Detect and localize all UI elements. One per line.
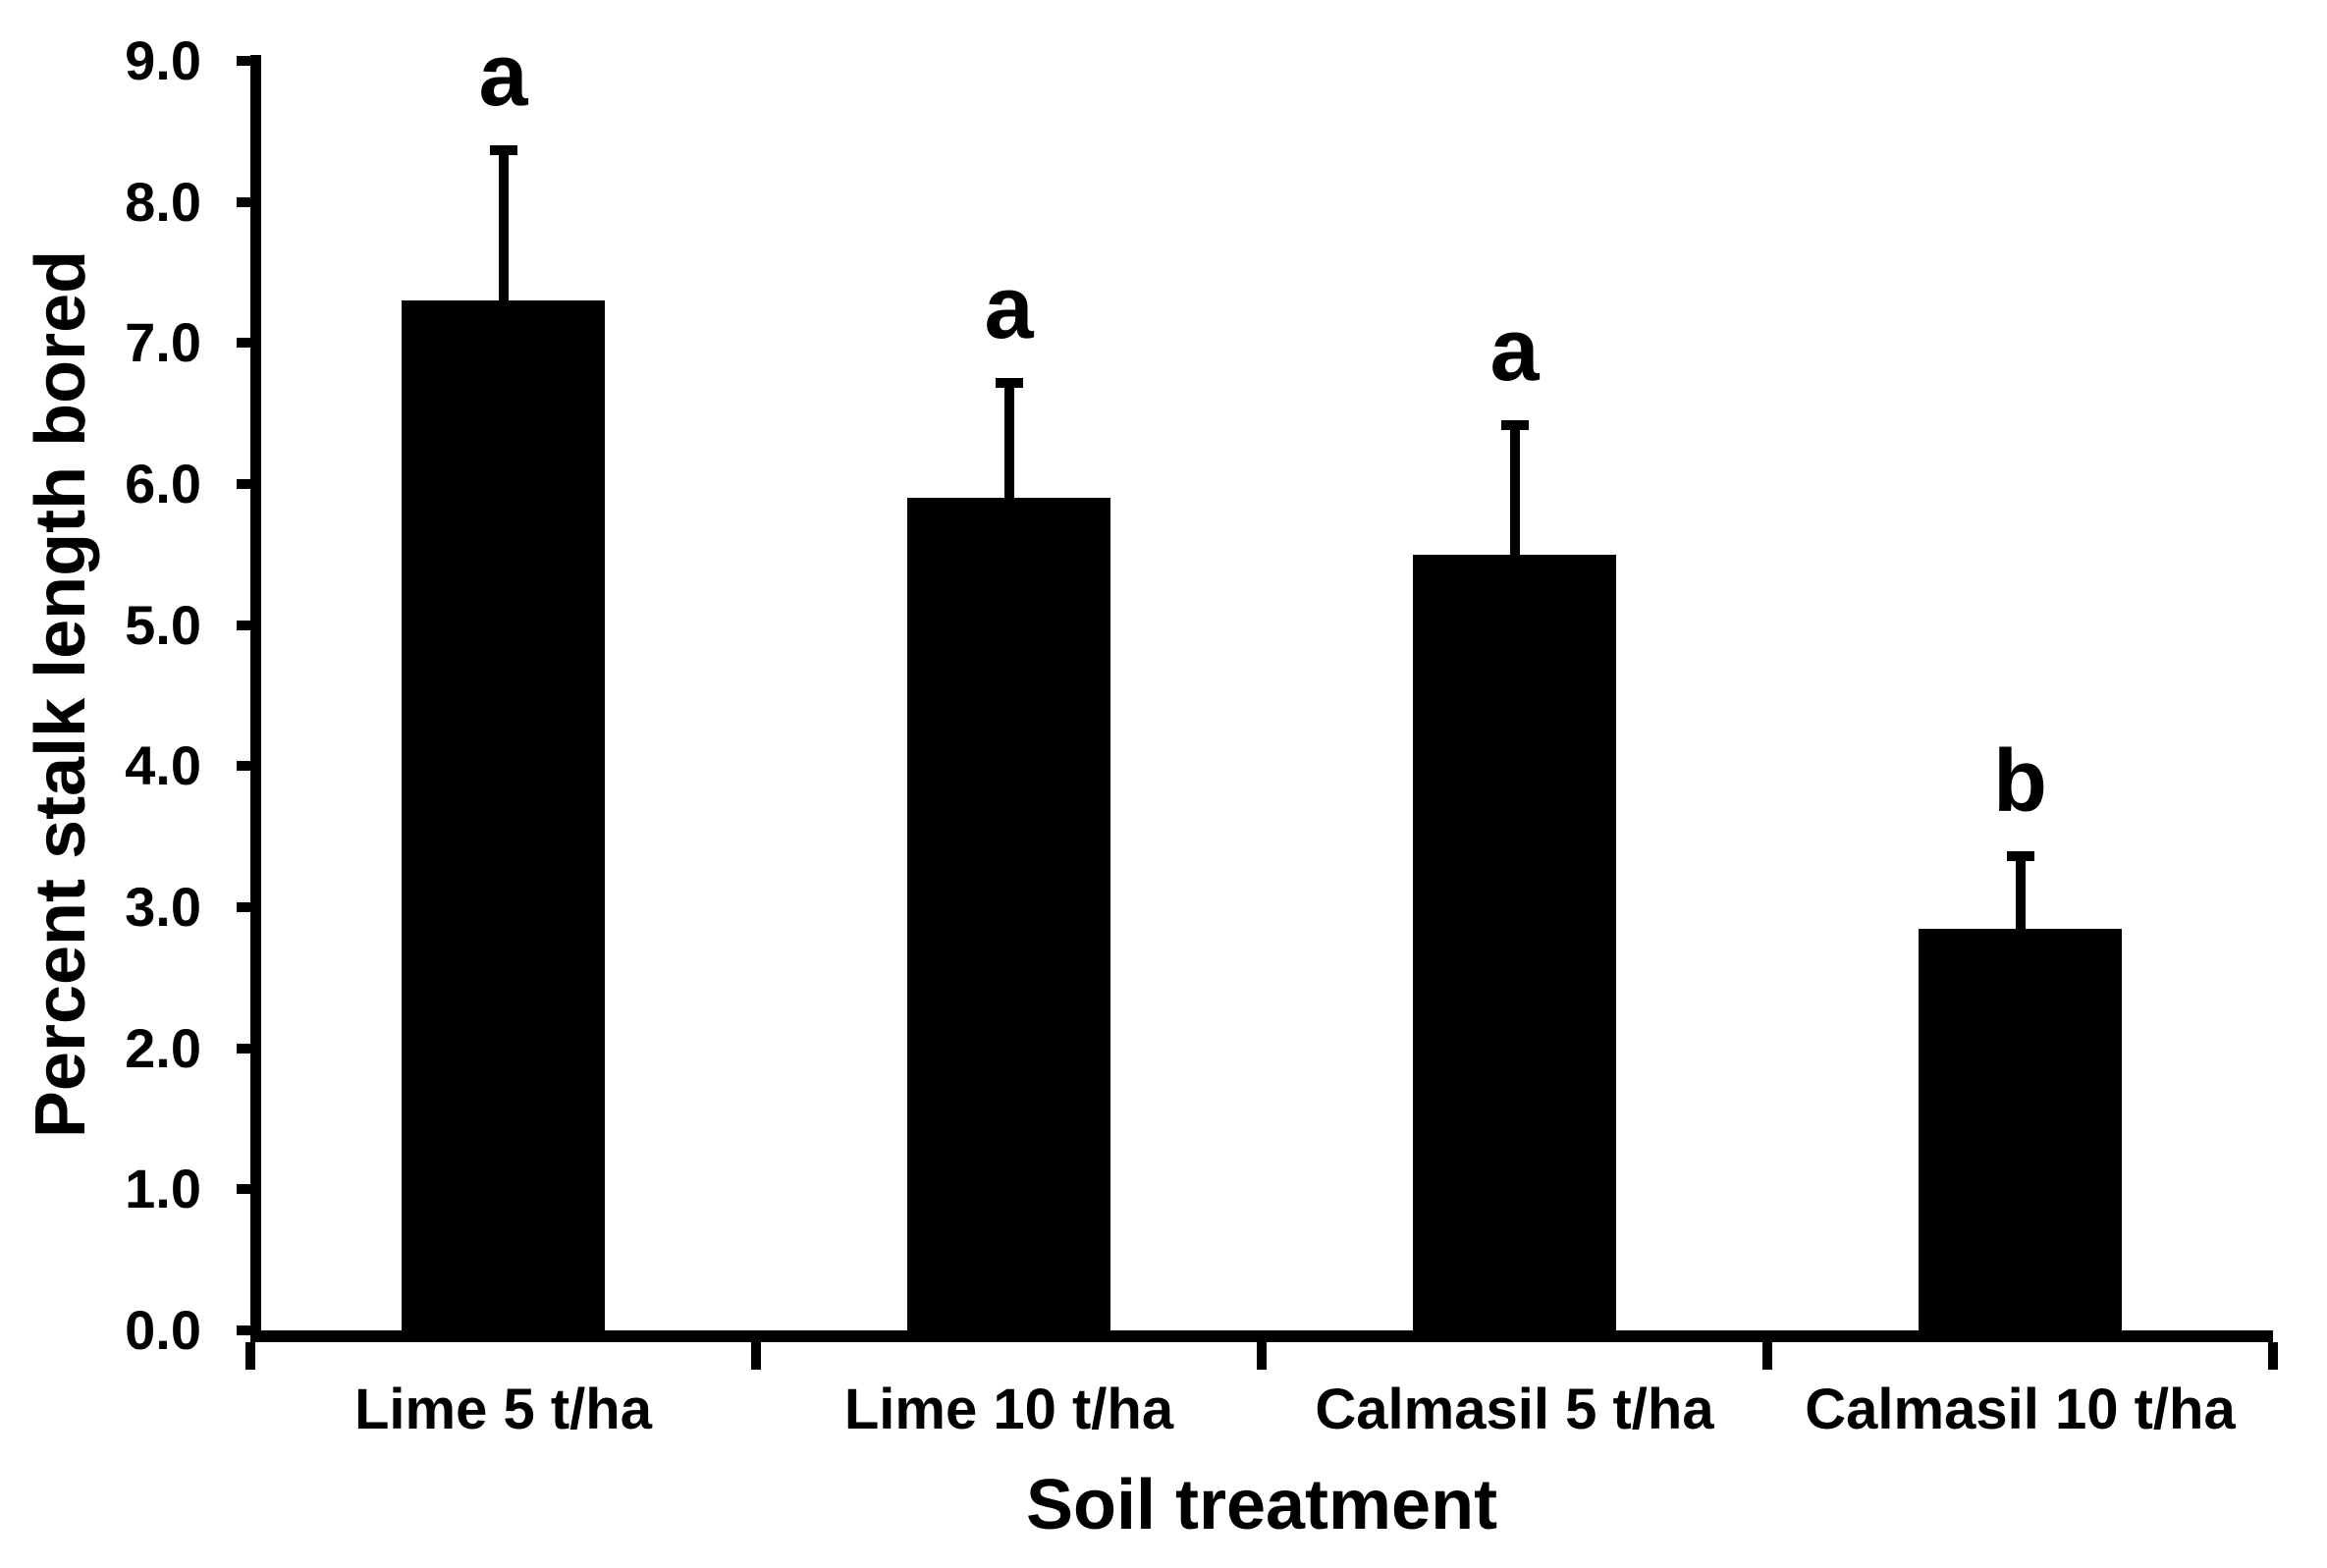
error-bar-line: [1509, 420, 1520, 557]
error-bar-cap: [489, 145, 517, 156]
bar-1: [402, 300, 605, 1330]
x-category-label: Calmasil 10 t/ha: [1805, 1378, 2236, 1441]
x-axis-line: [250, 1330, 2273, 1342]
x-axis-tick: [2268, 1342, 2278, 1370]
y-axis-tick-label: 2.0: [125, 1016, 201, 1079]
y-axis-tick-label: 8.0: [125, 170, 201, 233]
y-axis-tick-label: 4.0: [125, 734, 201, 797]
error-bar-line: [498, 145, 509, 303]
error-bar-line: [2015, 850, 2026, 931]
x-category-label: Calmasil 5 t/ha: [1315, 1378, 1714, 1441]
y-axis-tick-label: 7.0: [125, 311, 201, 374]
x-category-label: Lime 5 t/ha: [354, 1378, 652, 1441]
error-bar-line: [1003, 378, 1014, 501]
y-axis-tick: [237, 761, 261, 772]
y-axis-tick: [237, 479, 261, 489]
significance-letter: a: [478, 27, 528, 126]
y-axis-tick-label: 5.0: [125, 593, 201, 656]
error-bar-cap: [995, 378, 1023, 389]
y-axis-tick: [237, 1325, 261, 1335]
y-axis-tick: [237, 196, 261, 207]
y-axis-line: [250, 55, 261, 1342]
x-axis-tick: [751, 1342, 761, 1370]
x-axis-title: Soil treatment: [1025, 1466, 1498, 1544]
y-axis-tick-label: 6.0: [125, 453, 201, 514]
x-axis-tick: [1762, 1342, 1772, 1370]
bar-3: [1413, 554, 1616, 1330]
bar-4: [1919, 928, 2122, 1330]
y-axis-tick: [237, 338, 261, 349]
bar-2: [907, 498, 1110, 1330]
y-axis-tick-label: 9.0: [125, 29, 201, 91]
y-axis-tick-label: 3.0: [125, 876, 201, 938]
error-bar-cap: [2006, 850, 2034, 861]
y-axis-tick: [237, 620, 261, 630]
x-axis-tick: [245, 1342, 255, 1370]
plot-area: 0.0 1.0 2.0 3.0 4.0 5.0 6.0 7.0 8.0 9.0 a Lime 5 t/…: [125, 29, 2278, 1441]
y-axis-tick: [237, 56, 261, 66]
y-axis-tick: [237, 1043, 261, 1054]
significance-letter: a: [1489, 301, 1540, 401]
significance-letter: b: [1993, 731, 2047, 831]
significance-letter: a: [984, 259, 1034, 358]
y-axis-tick: [237, 902, 261, 912]
x-axis-tick: [1257, 1342, 1267, 1370]
x-category-label: Lime 10 t/ha: [843, 1378, 1174, 1441]
y-axis-tick-label: 0.0: [125, 1299, 201, 1361]
y-axis-tick-label: 1.0: [125, 1158, 201, 1220]
y-axis-tick: [237, 1184, 261, 1195]
error-bar-cap: [1500, 420, 1529, 431]
